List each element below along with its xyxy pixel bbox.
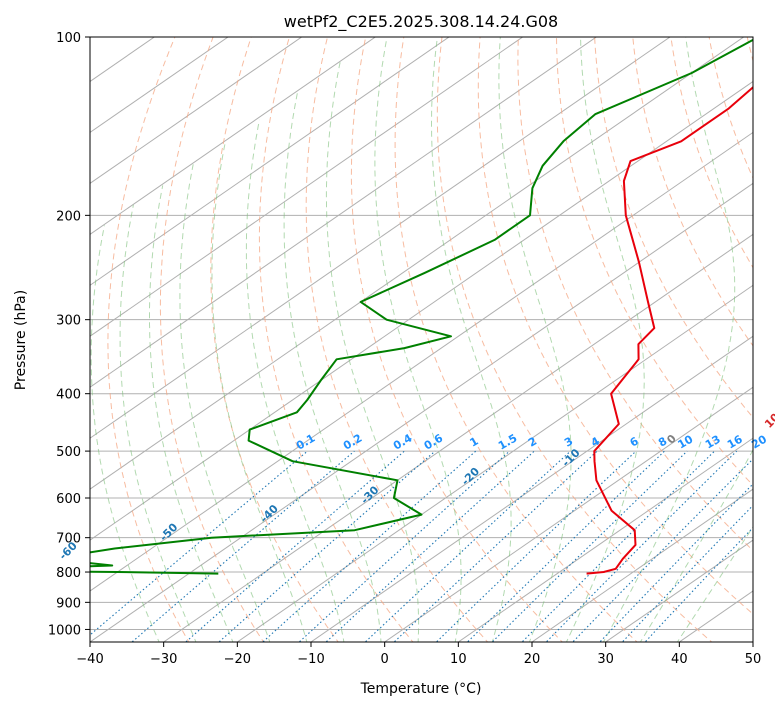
- mixing-ratio-line: [644, 526, 753, 642]
- mixing-ratio-line: [393, 450, 598, 642]
- dewpoint-profile-line: [90, 38, 753, 575]
- isotherm-line: [383, 386, 753, 642]
- x-tick-label: −20: [224, 652, 251, 667]
- background-lines: [90, 37, 753, 642]
- isotherm-line: [531, 488, 753, 642]
- chart-title: wetPf2_C2E5.2025.308.14.24.G08: [284, 12, 558, 32]
- profile-lines: [90, 38, 753, 575]
- dry-adiabat-line: [394, 37, 638, 642]
- y-tick-label: 900: [56, 596, 81, 611]
- x-tick-label: 20: [524, 652, 541, 667]
- isotherm-line: [236, 284, 753, 642]
- temperature-profile-line: [586, 85, 753, 575]
- mixing-ratio-line: [491, 450, 688, 642]
- y-tick-label: 200: [56, 209, 81, 224]
- moist-adiabat-line: [211, 141, 308, 642]
- x-tick-label: 30: [597, 652, 614, 667]
- plot-frame: [89, 36, 754, 643]
- isotherm-line: [90, 37, 450, 286]
- mixing-ratio-line: [90, 450, 308, 636]
- isotherm-line: [90, 37, 745, 490]
- isotherm-line: [90, 131, 753, 592]
- isotherm-line: [162, 233, 753, 642]
- mixing-ratio-line: [545, 450, 738, 642]
- y-tick-label: 800: [56, 566, 81, 581]
- x-tick-label: −40: [76, 652, 103, 667]
- moist-adiabat-line: [245, 119, 345, 642]
- moist-adiabat-line: [498, 37, 572, 642]
- y-tick-label: 600: [56, 492, 81, 507]
- moist-adiabat-line: [602, 37, 736, 642]
- mixing-ratio-line: [131, 450, 355, 642]
- y-tick-label: 400: [56, 388, 81, 403]
- mixing-ratio-label: 25: [774, 433, 775, 452]
- isotherm-line: [90, 37, 598, 388]
- mixing-ratio-line: [466, 450, 665, 642]
- dry-adiabat-line: [632, 37, 753, 347]
- moist-adiabat-line: [119, 204, 197, 642]
- dry-adiabat-line: [477, 37, 753, 615]
- x-tick-label: 50: [745, 652, 762, 667]
- mixing-ratio-line: [325, 450, 535, 642]
- x-tick-label: −30: [150, 652, 177, 667]
- moist-adiabat-line: [374, 37, 462, 642]
- dry-adiabat-line: [594, 37, 753, 419]
- moist-adiabat-line: [90, 225, 160, 642]
- dry-adiabat-line: [517, 37, 753, 552]
- dry-adiabat-line: [305, 37, 489, 642]
- y-tick-label: 500: [56, 445, 81, 460]
- isotherm-line: [310, 335, 753, 642]
- mixing-ratio-line: [621, 504, 753, 642]
- isotherm-line: [90, 37, 524, 337]
- x-tick-label: 40: [671, 652, 688, 667]
- isotherm-line: [90, 37, 377, 235]
- y-tick-label: 1000: [48, 623, 81, 638]
- isotherm-line: [90, 37, 229, 134]
- moist-adiabat-line: [325, 61, 420, 642]
- isotherm-label: 10: [762, 410, 775, 430]
- isotherm-line: [90, 37, 303, 185]
- isotherm-line: [457, 437, 753, 642]
- isotherm-line: [604, 539, 753, 642]
- moist-adiabat-line: [179, 164, 271, 642]
- x-axis-label: Temperature (°C): [360, 681, 482, 697]
- x-tick-label: −10: [297, 652, 324, 667]
- dry-adiabat-line: [258, 37, 414, 642]
- moist-adiabat-line: [676, 525, 753, 642]
- moist-adiabat-line: [431, 37, 512, 642]
- dry-adiabat-line: [350, 37, 564, 642]
- moist-adiabat-line: [149, 185, 234, 642]
- mixing-ratio-line: [599, 483, 753, 642]
- dry-adiabat-line: [210, 37, 339, 642]
- mixing-ratio-line: [521, 450, 715, 642]
- isotherm-line: [90, 37, 671, 439]
- isotherm-line: [90, 182, 753, 642]
- mixing-ratio-line: [298, 450, 510, 642]
- moist-adiabat-line: [639, 448, 753, 642]
- isotherm-line: [90, 80, 753, 541]
- y-tick-label: 700: [56, 532, 81, 547]
- x-tick-label: 10: [450, 652, 467, 667]
- dry-adiabat-line: [436, 37, 713, 642]
- y-axis-label: Pressure (hPa): [13, 290, 29, 390]
- dry-adiabat-line: [159, 37, 265, 642]
- x-tick-label: 0: [381, 652, 389, 667]
- y-tick-label: 100: [56, 31, 81, 46]
- mixing-ratio-line: [218, 450, 436, 642]
- mixing-ratio-line: [572, 458, 753, 642]
- dry-adiabat-line: [107, 37, 190, 642]
- moist-adiabat-line: [283, 92, 382, 642]
- axes: −40 −30 −20 −10 0 10 20 30 40 50 100 200 300 400 500 60…: [48, 31, 761, 667]
- y-tick-label: 300: [56, 314, 81, 329]
